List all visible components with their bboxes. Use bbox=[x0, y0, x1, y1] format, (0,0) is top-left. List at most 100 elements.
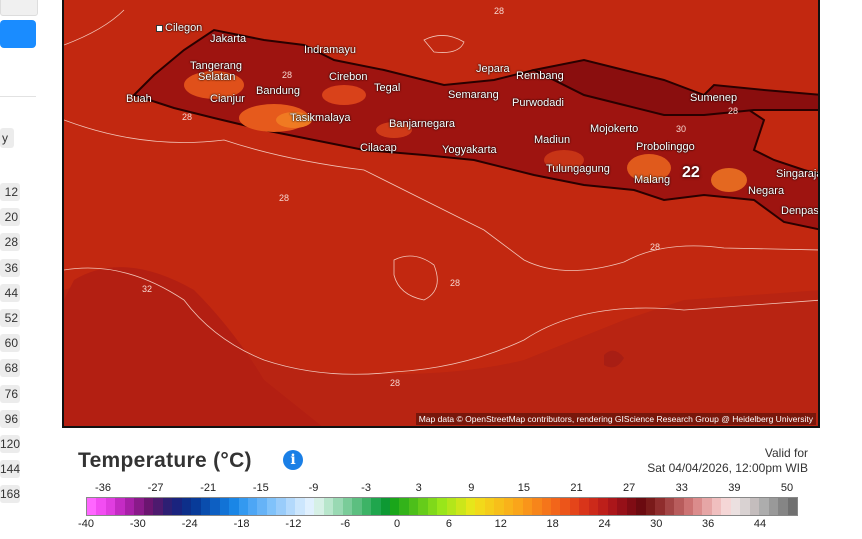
color-scale-swatch bbox=[759, 498, 769, 515]
color-scale-swatch bbox=[247, 498, 258, 515]
color-scale-swatch bbox=[503, 498, 514, 515]
color-scale-swatch bbox=[390, 498, 400, 515]
city-label: Indramayu bbox=[304, 44, 356, 56]
color-scale-swatch bbox=[579, 498, 589, 515]
city-label: Mojokerto bbox=[590, 123, 639, 135]
city-label: Yogyakarta bbox=[442, 144, 497, 156]
color-scale-swatch bbox=[513, 498, 523, 515]
color-scale-swatch bbox=[560, 498, 570, 515]
scale-tick-label: -3 bbox=[361, 482, 371, 494]
color-scale-swatch bbox=[238, 498, 248, 515]
color-scale-swatch bbox=[153, 498, 163, 515]
city-label: Sumenep bbox=[690, 92, 738, 104]
city-label: Malang bbox=[634, 174, 671, 186]
forecast-hours-option[interactable]: 28 bbox=[0, 233, 20, 252]
color-scale-swatch bbox=[371, 498, 381, 515]
scale-tick-label: -12 bbox=[285, 518, 302, 530]
color-scale-swatch bbox=[636, 498, 646, 515]
city-label: Bandung bbox=[256, 85, 301, 97]
city-label: Tulungagung bbox=[546, 163, 610, 175]
map-attribution[interactable]: Map data © OpenStreetMap contributors, r… bbox=[415, 413, 816, 425]
city-label: Jakarta bbox=[210, 33, 247, 45]
sidebar-hourly-button[interactable]: y bbox=[0, 128, 14, 148]
sidebar-primary-button[interactable] bbox=[0, 20, 36, 48]
forecast-hours-option[interactable]: 20 bbox=[0, 208, 20, 227]
color-scale-swatch bbox=[210, 498, 220, 515]
color-scale-swatch bbox=[541, 498, 551, 515]
color-scale-swatch bbox=[532, 498, 542, 515]
color-scale-swatch bbox=[778, 498, 788, 515]
forecast-hours-option[interactable]: 12 bbox=[0, 183, 20, 201]
forecast-hours-option[interactable]: 68 bbox=[0, 359, 20, 378]
color-scale-swatch bbox=[683, 498, 693, 515]
forecast-hours-option[interactable]: 168 bbox=[0, 485, 21, 504]
city-label: Negara bbox=[748, 185, 785, 197]
color-scale-swatch bbox=[162, 498, 173, 515]
contour-label: 28 bbox=[728, 106, 739, 116]
color-scale-swatch bbox=[380, 498, 390, 515]
color-scale-swatch bbox=[295, 498, 305, 515]
city-label: Tangerang bbox=[190, 60, 242, 72]
forecast-hours-option[interactable]: 96 bbox=[0, 409, 20, 428]
city-label: Banjarnegara bbox=[389, 118, 456, 130]
contour-label: 28 bbox=[450, 278, 461, 288]
city-label: Madiun bbox=[534, 134, 571, 146]
contour-label: 28 bbox=[282, 70, 293, 80]
color-scale-swatch bbox=[134, 498, 144, 515]
scale-tick-label: -24 bbox=[181, 518, 198, 530]
color-scale-swatch bbox=[494, 498, 504, 515]
color-scale-swatch bbox=[143, 498, 154, 515]
color-scale-swatch bbox=[550, 498, 561, 515]
scale-tick-label: 44 bbox=[753, 518, 767, 530]
city-label: Cilacap bbox=[360, 142, 397, 154]
scale-tick-label: -40 bbox=[78, 518, 94, 530]
color-scale-swatch bbox=[361, 498, 372, 515]
valid-time-value: Sat 04/04/2026, 12:00pm WIB bbox=[647, 461, 808, 475]
contour-label: 28 bbox=[650, 242, 661, 252]
color-scale-swatch bbox=[730, 498, 741, 515]
forecast-hours-option[interactable]: 76 bbox=[0, 384, 20, 403]
color-scale-swatch bbox=[257, 498, 267, 515]
forecast-hours-option[interactable]: 36 bbox=[0, 258, 20, 277]
city-label: Purwodadi bbox=[512, 97, 564, 109]
color-scale-swatch bbox=[626, 498, 637, 515]
color-scale-swatch bbox=[645, 498, 656, 515]
color-scale-swatch bbox=[418, 498, 428, 515]
city-label: Tasikmalaya bbox=[290, 112, 351, 124]
color-scale-swatch bbox=[475, 498, 485, 515]
color-scale-swatch bbox=[437, 498, 447, 515]
color-scale-swatch bbox=[352, 498, 362, 515]
color-scale-swatch bbox=[617, 498, 627, 515]
color-scale-swatch bbox=[342, 498, 353, 515]
color-scale-swatch bbox=[314, 498, 324, 515]
sidebar-top-button[interactable] bbox=[0, 0, 38, 16]
scale-tick-label: 15 bbox=[517, 482, 531, 494]
legend-title: Temperature (°C) bbox=[78, 449, 252, 472]
forecast-hours-option[interactable]: 44 bbox=[0, 283, 20, 302]
city-label: Singaraja bbox=[776, 168, 820, 180]
color-scale-swatch bbox=[399, 498, 409, 515]
color-scale-swatch bbox=[124, 498, 135, 515]
forecast-hours-option[interactable]: 120 bbox=[0, 435, 21, 453]
scale-tick-label: -30 bbox=[129, 518, 146, 530]
weather-map[interactable]: Cilegon Jakarta Indramayu Tangerang Sela… bbox=[62, 0, 820, 428]
contour-label: 28 bbox=[390, 378, 401, 388]
scale-tick-label: 6 bbox=[445, 518, 452, 530]
forecast-hours-option[interactable]: 52 bbox=[0, 309, 20, 327]
scale-tick-label: 21 bbox=[570, 482, 583, 494]
color-scale-swatch bbox=[711, 498, 722, 515]
city-label: Jepara bbox=[476, 63, 510, 75]
color-scale-swatch bbox=[588, 498, 599, 515]
color-scale-swatch bbox=[749, 498, 760, 515]
scale-tick-label: 50 bbox=[780, 482, 794, 494]
city-label: Tegal bbox=[374, 82, 401, 94]
scale-tick-label: -15 bbox=[252, 482, 269, 494]
info-icon[interactable]: i bbox=[283, 450, 303, 470]
color-scale-swatch bbox=[740, 498, 750, 515]
forecast-hours-option[interactable]: 144 bbox=[0, 460, 21, 479]
map-background bbox=[64, 0, 818, 426]
scale-tick-label: -36 bbox=[95, 482, 111, 494]
color-scale-swatch bbox=[172, 498, 182, 515]
contour-label: 32 bbox=[142, 284, 153, 294]
forecast-hours-option[interactable]: 60 bbox=[0, 334, 20, 353]
